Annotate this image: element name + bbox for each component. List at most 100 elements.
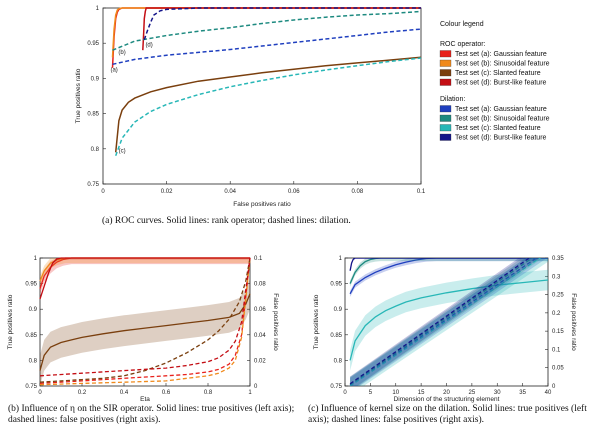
chart-c-error-band: [350, 258, 548, 386]
chart-c-error-band: [350, 258, 540, 386]
legend-swatch: [439, 105, 452, 113]
chart-a-annotation: (b): [118, 50, 125, 56]
legend-swatch: [439, 78, 452, 86]
chart-a-series-line: [112, 10, 422, 51]
chart-a-xtick-label: 0.08: [352, 189, 364, 195]
chart-c-xtick-label: 0: [343, 390, 347, 396]
chart-c-ytick-left-label: 0.75: [330, 384, 342, 390]
chart-b-ytick-left-label: 0.75: [25, 384, 37, 390]
chart-b-ytick-right-label: 0.04: [254, 333, 266, 339]
chart-b-xtick-label: 0: [38, 390, 42, 396]
legend-group-name: Dilation:: [440, 96, 465, 103]
chart-b-series-line: [39, 293, 251, 371]
chart-a-xlabel: False positives ratio: [233, 201, 291, 208]
chart-b-xtick-label: 1: [248, 390, 252, 396]
chart-c-series-line: [349, 258, 548, 284]
chart-b-ytick-right-label: 0.1: [254, 256, 263, 262]
chart-c-ytick-left-label: 0.85: [330, 333, 342, 339]
chart-a-ytick-label: 0.75: [87, 182, 99, 188]
chart-b-error-band: [40, 258, 250, 287]
chart-a-series-line: [111, 7, 421, 68]
chart-a-xtick-label: 0.06: [288, 189, 300, 195]
chart-b-ytick-left-label: 0.95: [25, 282, 37, 288]
chart-c-series-line: [349, 258, 538, 386]
chart-c-series-line: [349, 258, 531, 385]
caption-c: (c) Influence of kernel size on the dila…: [308, 404, 587, 425]
legend-entry-label: Test set (a): Gaussian feature: [455, 51, 547, 58]
legend-swatch: [439, 114, 452, 122]
chart-c-ytick-right-label: 0.35: [552, 256, 564, 262]
legend-entry-label: Test set (c): Slanted feature: [455, 125, 541, 132]
chart-b-ytick-left-label: 0.9: [29, 307, 38, 313]
chart-c-xtick-label: 30: [494, 390, 501, 396]
legend-swatch: [439, 133, 452, 141]
chart-b-xtick-label: 0.4: [120, 390, 129, 396]
chart-a-xtick-label: 0: [101, 189, 105, 195]
chart-b-series-line: [39, 257, 250, 300]
chart-a-ytick-label: 0.85: [87, 112, 99, 118]
chart-c-error-band: [350, 269, 548, 371]
chart-b-series-line: [39, 257, 251, 377]
chart-b-ytick-left-label: 0.8: [29, 358, 38, 364]
chart-a-xtick-label: 0.04: [224, 189, 236, 195]
chart-a-series-line: [114, 57, 422, 157]
chart-c-xtick-label: 35: [519, 390, 526, 396]
chart-b-xtick-label: 0.2: [78, 390, 87, 396]
chart-b-series-line: [39, 257, 251, 385]
chart-a-ytick-label: 0.95: [87, 41, 99, 47]
chart-c-xtick-label: 15: [418, 390, 425, 396]
chart-c-ytick-right-label: 0.05: [552, 366, 564, 372]
chart-b-ytick-right-label: 0.02: [254, 358, 266, 364]
chart-c-ytick-right-label: 0.2: [552, 311, 561, 317]
caption-a: (a) ROC curves. Solid lines: rank operat…: [102, 216, 351, 226]
chart-a-annotation: (a): [110, 67, 117, 73]
legend-entry-label: Test set (b): Sinusoidal feature: [455, 116, 550, 123]
chart-b-error-band: [40, 258, 250, 301]
legend-entry-label: Test set (c): Slanted feature: [455, 70, 541, 77]
chart-a-xtick-label: 0.02: [161, 189, 173, 195]
chart-a-series-line: [143, 7, 421, 40]
chart-a-xtick-label: 0.1: [417, 189, 426, 195]
legend-group-name: ROC operator:: [440, 41, 486, 48]
chart-c-error-band: [350, 258, 543, 386]
chart-a-series-line: [111, 7, 421, 58]
chart-c-ytick-left-label: 0.8: [334, 358, 343, 364]
chart-b-ytick-left-label: 1: [34, 256, 38, 262]
chart-a-ytick-label: 0.8: [91, 147, 100, 153]
chart-c-ytick-right-label: 0.3: [552, 274, 561, 280]
legend-entry-label: Test set (a): Gaussian feature: [455, 106, 547, 113]
chart-c-xtick-label: 5: [369, 390, 373, 396]
chart-b-xtick-label: 0.8: [204, 390, 213, 396]
chart-c-ylabel-right: False positives ratio: [570, 293, 577, 351]
chart-b-ytick-left-label: 0.85: [25, 333, 37, 339]
chart-c-ytick-right-label: 0.25: [552, 293, 564, 299]
chart-c-xtick-label: 40: [545, 390, 552, 396]
chart-a-ytick-label: 0.9: [91, 76, 100, 82]
chart-c-ytick-left-label: 1: [339, 256, 343, 262]
chart-b-error-band: [40, 278, 250, 386]
legend-swatch: [439, 59, 452, 67]
chart-b-ylabel-right: False positives ratio: [272, 293, 279, 351]
chart-b-ytick-right-label: 0.06: [254, 307, 266, 313]
caption-b: (b) Influence of η on the SIR operator. …: [8, 404, 295, 425]
chart-c-series-line: [349, 258, 534, 386]
legend-entry-label: Test set (d): Burst-like feature: [455, 135, 547, 142]
chart-b-series-line: [39, 257, 251, 386]
chart-c-ytick-right-label: 0.1: [552, 347, 561, 353]
chart-c-ytick-left-label: 0.9: [334, 307, 343, 313]
chart-c-ytick-right-label: 0: [552, 384, 556, 390]
legend-entry-label: Test set (b): Sinusoidal feature: [455, 61, 550, 68]
chart-a-ylabel: True positives ratio: [75, 68, 82, 123]
chart-c-xlabel: Dimension of the structuring element: [394, 396, 500, 403]
chart-c-ytick-left-label: 0.95: [330, 282, 342, 288]
chart-a-annotation: (d): [145, 43, 152, 49]
chart-a-series-line: [112, 28, 422, 66]
chart-c-xtick-label: 25: [469, 390, 476, 396]
chart-c-series-line: [349, 258, 548, 271]
chart-a-annotation: (c): [119, 148, 126, 154]
chart-a-series-group: [111, 7, 422, 157]
chart-a-ytick-label: 1: [96, 6, 100, 12]
chart-a-series-line: [114, 56, 422, 153]
chart-b-ytick-right-label: 0.08: [254, 282, 266, 288]
